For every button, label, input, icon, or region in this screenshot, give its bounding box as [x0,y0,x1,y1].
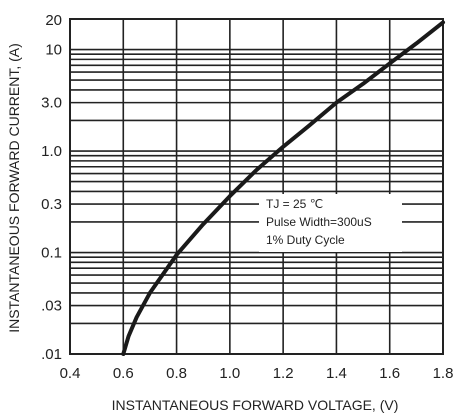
x-tick-label: 0.6 [113,365,134,382]
annotation-line-1: TJ = 25 ℃ [266,197,323,211]
x-axis-label: INSTANTANEOUS FORWARD VOLTAGE, (V) [112,397,399,413]
series [121,20,445,356]
y-tick-label: 0.1 [41,245,62,262]
x-tick-label: 1.0 [219,365,240,382]
y-tick-label: 1.0 [41,143,62,160]
annotation-box [259,194,402,252]
y-tick-labels: 20 10 3.0 1.0 0.3 0.1 .03 .01 [41,12,62,363]
x-tick-label: 0.8 [166,365,187,382]
forward-current-curve [121,20,445,356]
x-tick-labels: 0.4 0.6 0.8 1.0 1.2 1.4 1.6 1.8 [60,365,454,382]
plot-frame [69,18,444,355]
grid [70,19,443,354]
annotation-line-2: Pulse Width=300uS [266,215,372,229]
y-tick-label: 0.3 [41,196,62,213]
x-tick-label: 1.2 [273,365,294,382]
y-tick-label: 20 [45,12,62,29]
y-tick-label: .01 [41,346,62,363]
y-axis-label: INSTANTANEOUS FORWARD CURRENT, (A) [6,43,22,333]
x-tick-label: 1.8 [433,365,454,382]
y-tick-label: 10 [45,42,62,59]
x-tick-label: 1.4 [326,365,347,382]
x-tick-label: 0.4 [60,365,81,382]
x-tick-label: 1.6 [379,365,400,382]
annotation-line-3: 1% Duty Cycle [266,233,345,247]
y-tick-label: 3.0 [41,95,62,112]
y-tick-label: .03 [41,298,62,315]
